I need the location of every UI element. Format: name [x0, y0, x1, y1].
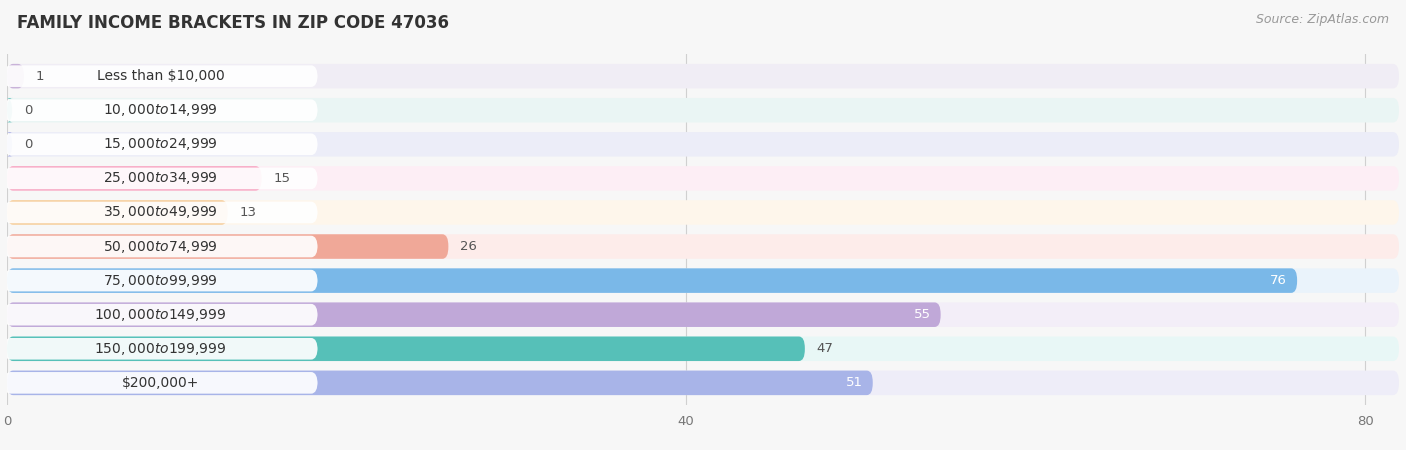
Text: 51: 51	[845, 376, 862, 389]
FancyBboxPatch shape	[7, 371, 1399, 395]
Text: 0: 0	[24, 104, 32, 117]
FancyBboxPatch shape	[7, 302, 941, 327]
FancyBboxPatch shape	[4, 372, 318, 394]
Text: Source: ZipAtlas.com: Source: ZipAtlas.com	[1256, 14, 1389, 27]
Text: 1: 1	[37, 70, 45, 83]
FancyBboxPatch shape	[4, 167, 318, 189]
FancyBboxPatch shape	[7, 234, 449, 259]
Text: FAMILY INCOME BRACKETS IN ZIP CODE 47036: FAMILY INCOME BRACKETS IN ZIP CODE 47036	[17, 14, 449, 32]
Text: $150,000 to $199,999: $150,000 to $199,999	[94, 341, 226, 357]
FancyBboxPatch shape	[7, 371, 873, 395]
Text: 47: 47	[817, 342, 834, 355]
Text: 0: 0	[24, 138, 32, 151]
FancyBboxPatch shape	[7, 302, 1399, 327]
Text: $10,000 to $14,999: $10,000 to $14,999	[103, 102, 218, 118]
FancyBboxPatch shape	[7, 166, 262, 191]
FancyBboxPatch shape	[7, 234, 1399, 259]
Text: $50,000 to $74,999: $50,000 to $74,999	[103, 238, 218, 255]
FancyBboxPatch shape	[7, 268, 1399, 293]
Text: 15: 15	[274, 172, 291, 185]
Text: 55: 55	[914, 308, 931, 321]
FancyBboxPatch shape	[4, 65, 318, 87]
FancyBboxPatch shape	[7, 64, 24, 88]
Text: $100,000 to $149,999: $100,000 to $149,999	[94, 307, 226, 323]
FancyBboxPatch shape	[4, 134, 318, 155]
FancyBboxPatch shape	[4, 202, 318, 223]
Text: $15,000 to $24,999: $15,000 to $24,999	[103, 136, 218, 152]
FancyBboxPatch shape	[4, 304, 318, 325]
FancyBboxPatch shape	[7, 337, 1399, 361]
FancyBboxPatch shape	[6, 132, 13, 157]
FancyBboxPatch shape	[7, 98, 1399, 122]
Text: $25,000 to $34,999: $25,000 to $34,999	[103, 171, 218, 186]
FancyBboxPatch shape	[7, 166, 1399, 191]
FancyBboxPatch shape	[4, 338, 318, 360]
FancyBboxPatch shape	[6, 98, 13, 122]
FancyBboxPatch shape	[7, 132, 1399, 157]
Text: 26: 26	[460, 240, 477, 253]
Text: 76: 76	[1270, 274, 1286, 287]
Text: $75,000 to $99,999: $75,000 to $99,999	[103, 273, 218, 288]
FancyBboxPatch shape	[4, 270, 318, 292]
FancyBboxPatch shape	[7, 64, 1399, 88]
FancyBboxPatch shape	[7, 337, 804, 361]
FancyBboxPatch shape	[7, 200, 1399, 225]
Text: Less than $10,000: Less than $10,000	[97, 69, 225, 83]
FancyBboxPatch shape	[4, 236, 318, 257]
FancyBboxPatch shape	[7, 268, 1298, 293]
Text: $200,000+: $200,000+	[122, 376, 200, 390]
FancyBboxPatch shape	[4, 99, 318, 121]
Text: 13: 13	[239, 206, 256, 219]
FancyBboxPatch shape	[7, 200, 228, 225]
Text: $35,000 to $49,999: $35,000 to $49,999	[103, 204, 218, 220]
